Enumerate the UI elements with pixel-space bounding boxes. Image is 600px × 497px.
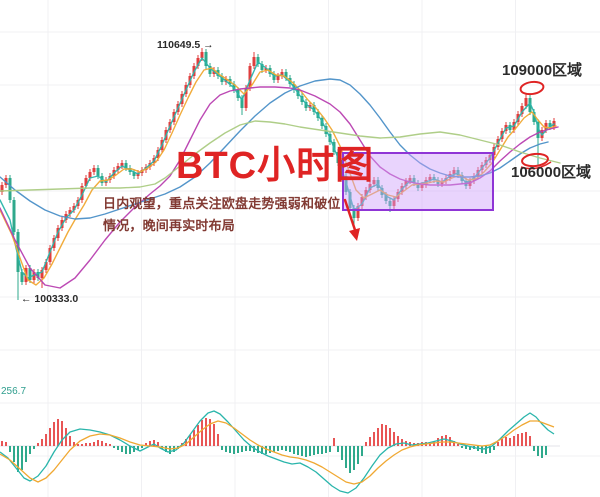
candle-body [352,208,356,218]
note-line-2: 情况，晚间再实时布局 [103,218,236,233]
candle-body [284,72,288,78]
candle-body [388,201,392,206]
high-price-label: 110649.5 → [157,39,214,51]
candle-body [412,178,416,183]
candle-body [536,122,540,138]
candle-body [264,68,268,70]
candle-body [12,200,16,232]
candle-body [232,84,236,90]
candle-body [436,180,440,184]
candle-body [528,98,532,112]
candle-body [256,57,260,64]
candle-body [96,168,100,176]
candle-body [416,183,420,188]
candle-body [84,178,88,186]
chart-title-annotation: BTC小时图 [176,145,375,187]
candle-body [360,197,364,206]
ma-10-line [0,67,557,286]
candle-body [124,163,128,168]
low-price-label: ← 100333.0 [21,293,79,305]
candle-body [196,58,200,66]
candle-body [92,168,96,172]
macd-value-label: 256.7 [1,386,27,397]
note-line-1: 日内观望，重点关注欧盘走势强弱和破位 [103,196,341,211]
candle-body [0,185,4,192]
macd-dea-line [0,420,555,485]
candle-body [312,105,316,112]
candle-body [428,177,432,180]
candle-body [200,52,204,58]
candle-body [116,166,120,170]
candle-body [548,123,552,127]
candle-body [20,272,24,282]
candle-body [132,172,136,176]
support-zone-label: 106000区域 [511,164,592,181]
candle-body [520,106,524,114]
support-circle [521,152,549,168]
candle-body [384,195,388,201]
candle-body [348,192,352,208]
candle-body [372,180,376,184]
ma-fast-line [0,57,555,279]
candle-body [452,170,456,174]
resistance-circle [519,80,545,96]
candle-body [40,270,44,278]
candle-body [68,210,72,214]
candle-body [408,178,412,181]
candle-body [272,74,276,80]
candle-body [420,185,424,188]
candle-body [120,163,124,166]
ma-30-line [0,86,559,289]
candle-body [524,98,528,106]
candle-body [48,248,52,262]
candle-body [44,262,48,270]
candle-body [392,199,396,206]
candle-body [72,206,76,210]
candle-body [88,172,92,178]
candle-body [248,66,252,88]
candle-body [240,98,244,108]
candle-body [32,272,36,280]
candle-body [8,178,12,200]
candle-body [280,72,284,76]
candle-body [304,102,308,108]
candle-body [244,88,248,108]
ma-60-line [0,78,549,220]
candle-body [368,184,372,190]
candle-body [364,190,368,197]
candle-body [220,76,224,82]
support-circle-tail [520,161,552,170]
candle-body [80,186,84,200]
candle-body [208,66,212,74]
candle-body [204,52,208,66]
candle-body [28,268,32,280]
candle-body [404,181,408,186]
candle-body [532,112,536,122]
candle-body [252,57,256,66]
candle-body [36,272,40,278]
ma-120-line [0,120,561,192]
consolidation-box [342,152,494,211]
candle-body [356,206,360,218]
resistance-zone-label: 109000区域 [502,62,583,79]
macd-dif-line [0,410,555,494]
candle-body [260,64,264,70]
candle-body [544,123,548,130]
candle-body [276,76,280,80]
breakdown-arrow-head [349,228,360,241]
